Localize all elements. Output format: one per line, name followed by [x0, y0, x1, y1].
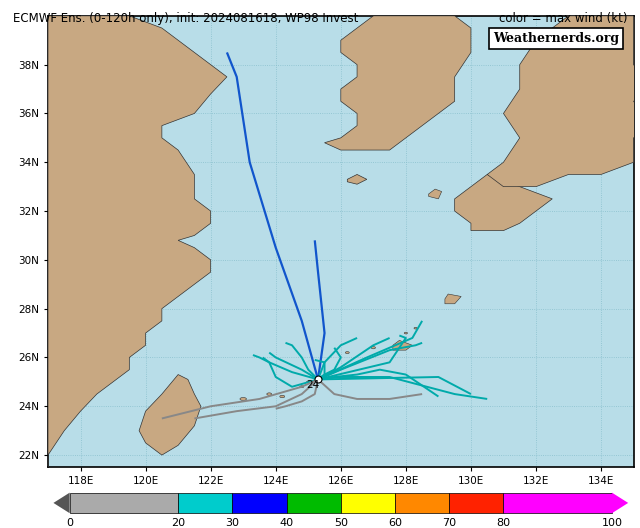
- Polygon shape: [429, 189, 442, 199]
- Bar: [449, 493, 504, 513]
- Text: 0: 0: [66, 518, 73, 528]
- Ellipse shape: [346, 352, 349, 354]
- Polygon shape: [292, 16, 471, 150]
- Bar: [178, 493, 232, 513]
- Text: 40: 40: [280, 518, 294, 528]
- Ellipse shape: [240, 398, 246, 400]
- Text: 24: 24: [307, 380, 320, 390]
- Ellipse shape: [300, 386, 304, 388]
- Text: ECMWF Ens. (0-120h only), init: 2024081618, WP98 Invest: ECMWF Ens. (0-120h only), init: 20240816…: [13, 12, 358, 25]
- Polygon shape: [139, 374, 201, 455]
- Bar: [504, 493, 612, 513]
- Bar: [341, 493, 395, 513]
- Polygon shape: [487, 16, 640, 187]
- Text: 30: 30: [225, 518, 239, 528]
- Text: 70: 70: [442, 518, 456, 528]
- Ellipse shape: [414, 327, 417, 329]
- Polygon shape: [454, 174, 552, 231]
- Bar: [70, 493, 178, 513]
- Ellipse shape: [280, 395, 285, 398]
- Polygon shape: [393, 341, 412, 350]
- Ellipse shape: [371, 346, 376, 349]
- Text: 80: 80: [497, 518, 511, 528]
- Text: 50: 50: [334, 518, 348, 528]
- Bar: [232, 493, 287, 513]
- Polygon shape: [445, 294, 461, 304]
- Polygon shape: [48, 16, 227, 467]
- Ellipse shape: [404, 332, 408, 334]
- Bar: [287, 493, 341, 513]
- Polygon shape: [53, 493, 70, 513]
- Polygon shape: [348, 174, 367, 184]
- Ellipse shape: [267, 393, 271, 395]
- Text: 20: 20: [171, 518, 185, 528]
- Ellipse shape: [307, 381, 310, 383]
- Text: Weathernerds.org: Weathernerds.org: [493, 32, 619, 45]
- Text: color = max wind (kt): color = max wind (kt): [499, 12, 627, 25]
- Polygon shape: [612, 493, 628, 513]
- Bar: [395, 493, 449, 513]
- Text: 100: 100: [602, 518, 623, 528]
- Text: 60: 60: [388, 518, 402, 528]
